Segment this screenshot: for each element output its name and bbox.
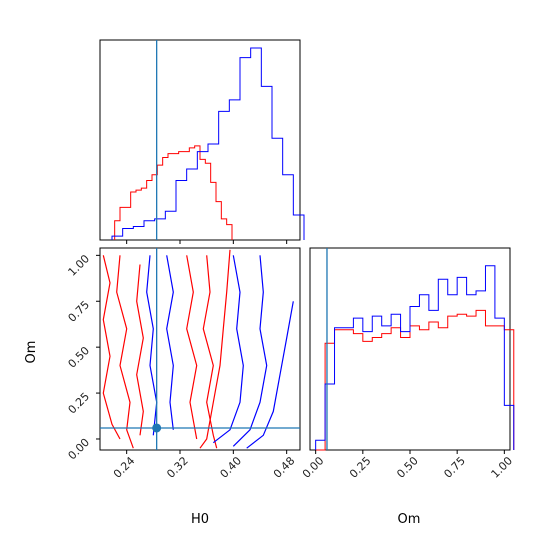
- contour-red-6: [199, 249, 231, 449]
- right-xtick-label-3: 0.75: [441, 454, 468, 481]
- main-xtick-label-1: 0.32: [164, 454, 191, 481]
- contour-red-1: [102, 255, 121, 440]
- contour-red-3: [136, 264, 144, 436]
- hist-series-1: [315, 309, 515, 451]
- contour-blue-2: [166, 255, 174, 430]
- right-xtick-label-4: 1.00: [489, 454, 516, 481]
- main-xtick-label-0: 0.24: [111, 454, 138, 481]
- om-marginal-frame: [309, 247, 511, 451]
- om-marginal-panel: 0.00 0.25 0.50 0.75 1.00: [300, 247, 516, 481]
- h0-marginal-panel: [99, 39, 305, 244]
- x-axis-label-h0: H0: [191, 512, 209, 527]
- y-axis-label-om: Om: [24, 341, 39, 364]
- right-xtick-label-2: 0.50: [394, 454, 421, 481]
- right-xtick-label-0: 0.00: [300, 454, 327, 481]
- contour-blue-1: [146, 255, 158, 436]
- main-ytick-label-4: 1.00: [66, 252, 93, 279]
- contour-red-4: [186, 255, 198, 440]
- x-axis-label-om: Om: [398, 512, 421, 527]
- main-xtick-label-2: 0.40: [218, 454, 245, 481]
- main-ytick-label-1: 0.25: [66, 390, 93, 417]
- contour-red-5: [202, 255, 218, 449]
- main-ytick-label-2: 0.50: [66, 344, 93, 371]
- contour-blue-5: [246, 301, 294, 449]
- h0-marginal-frame: [99, 39, 301, 241]
- main-ytick-label-3: 0.75: [66, 298, 93, 325]
- main-xtick-label-3: 0.48: [271, 454, 298, 481]
- hist-series-2: [315, 265, 515, 450]
- contour-red-2: [116, 255, 134, 449]
- contour-frame: [99, 247, 301, 451]
- h0-om-contour-panel: 0.24 0.32 0.40 0.48 0.00 0.25 0.50 0.75 1.00: [66, 247, 301, 481]
- main-ytick-label-0: 0.00: [66, 436, 93, 463]
- contour-blue-4: [232, 255, 268, 447]
- hist-series-2: [111, 47, 305, 240]
- hist-series-1: [114, 145, 233, 240]
- contour-blue-3: [212, 255, 244, 444]
- right-xtick-label-1: 0.25: [347, 454, 374, 481]
- truth-point: [152, 423, 162, 433]
